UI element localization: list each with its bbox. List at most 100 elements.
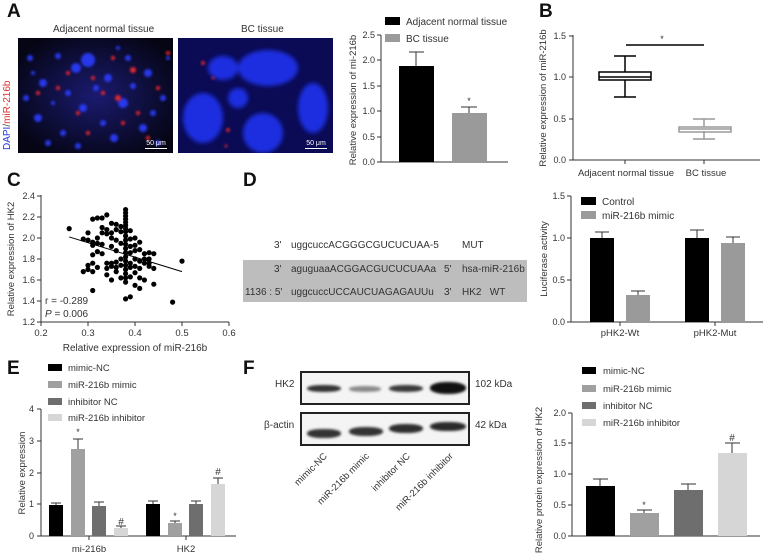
svg-text:0.2: 0.2: [34, 328, 47, 339]
chart-f-ylabel: Relative protein expression of HK2: [534, 407, 545, 553]
scatter-point: [123, 254, 129, 260]
svg-text:0.0: 0.0: [552, 317, 565, 327]
scatter-point: [123, 258, 129, 264]
scatter-point: [123, 271, 129, 277]
blot-hk2: [300, 371, 470, 405]
seq-mut: uggcuccACGGGCGUCUCUAA-5: [291, 240, 439, 251]
scatter-point: [108, 230, 115, 236]
scatter-point: [94, 235, 100, 241]
scatter-point: [146, 250, 152, 256]
legend-mimic: miR-216b mimic: [602, 211, 674, 222]
scatter-point: [141, 277, 147, 283]
scatter-point: [94, 215, 100, 221]
scatter-point: [113, 259, 119, 265]
scatter-point: [118, 275, 124, 281]
scatter-point: [137, 239, 143, 245]
svg-text:0.5: 0.5: [552, 275, 565, 285]
scatter-point: [94, 249, 100, 255]
scatter-point: [66, 226, 72, 232]
seq-wt-end: 3': [444, 287, 452, 298]
scatter-point: [123, 241, 129, 247]
panel-label-f: F: [243, 358, 255, 379]
svg-text:0.5: 0.5: [553, 500, 566, 510]
chart-e-legend: mimic-NC miR-216b mimic inhibitor NC miR…: [48, 363, 145, 424]
stat-p: P = 0.006: [45, 309, 89, 320]
scatter-point: [151, 251, 157, 257]
scale-bar-label: 50 μm: [306, 139, 326, 147]
svg-text:1.2: 1.2: [22, 317, 35, 327]
svg-text:1.6: 1.6: [22, 275, 35, 285]
chart-e-bar: mimic-NC miR-216b mimic inhibitor NC miR…: [17, 363, 236, 555]
svg-text:4: 4: [29, 404, 34, 414]
blot-label-actin: β-actin: [264, 420, 295, 431]
svg-text:miR-216b mimic: miR-216b mimic: [603, 384, 672, 395]
sequence-highlight: [243, 260, 527, 302]
scatter-point: [94, 264, 100, 270]
scatter-point: [104, 231, 110, 237]
panel-label-e: E: [7, 358, 20, 379]
svg-text:0.0: 0.0: [553, 531, 566, 541]
image-title-normal: Adjacent normal tissue: [53, 24, 155, 35]
svg-text:#: #: [118, 517, 124, 528]
scatter-point: [127, 274, 133, 280]
svg-text:0.4: 0.4: [128, 328, 141, 339]
scatter-point: [132, 242, 138, 248]
scatter-point: [123, 237, 129, 243]
svg-text:0.5: 0.5: [362, 132, 375, 142]
seq-wt: uggcuccUCCAUCUAGAGAUUu: [291, 287, 434, 298]
svg-text:miR-216b mimic: miR-216b mimic: [68, 380, 137, 391]
scatter-point: [132, 282, 138, 288]
scatter-point: [151, 265, 157, 271]
legend-normal: Adjacent normal tissue: [406, 17, 508, 28]
chart-d-xtick-wt: pHK2-Wt: [601, 328, 640, 339]
scatter-point: [85, 230, 91, 236]
blot-size-hk2: 102 kDa: [475, 379, 513, 390]
svg-text:*: *: [76, 427, 80, 437]
svg-text:2.2: 2.2: [22, 212, 35, 222]
scatter-point: [137, 275, 143, 281]
scatter-point: [123, 266, 129, 273]
image-title-bc: BC tissue: [241, 24, 284, 35]
seq-mir-pos: 3': [274, 264, 282, 275]
scatter-point: [118, 262, 124, 268]
chart-b-box: 0.0 0.5 1.0 1.5 Relative expression of m…: [538, 29, 760, 179]
scatter-point: [151, 281, 157, 287]
chart-d-luciferase: Control miR-216b mimic 0.0 0.5 1.0 1.5 L…: [539, 191, 763, 339]
svg-text:3: 3: [29, 436, 34, 446]
scatter-point: [146, 263, 152, 269]
svg-text:0: 0: [29, 531, 34, 541]
svg-text:1: 1: [29, 499, 34, 509]
seq-wt-pos: 1136 : 5': [245, 287, 283, 298]
scatter-point: [104, 272, 110, 278]
scatter-point: [123, 245, 129, 252]
chart-f-bar: mimic-NC miR-216b mimic inhibitor NC miR…: [534, 366, 760, 553]
scatter-point: [90, 252, 96, 258]
svg-text:0.5: 0.5: [175, 328, 188, 339]
svg-text:*: *: [173, 511, 177, 521]
scatter-point: [108, 220, 115, 226]
scatter-point: [137, 265, 143, 271]
scatter-point: [137, 258, 143, 264]
scatter-point: [123, 279, 129, 285]
seq-wt-label: HK2 WT: [462, 287, 506, 298]
scale-bar-normal: 50 μm: [145, 140, 167, 149]
scatter-point: [108, 235, 115, 241]
chart-d-ylabel: Luciferase activity: [539, 221, 550, 297]
chart-b-xtick-normal: Adjacent normal tissue: [578, 168, 674, 179]
scatter-point: [127, 243, 133, 249]
chart-c-scatter: 1.2 1.4 1.6 1.8 2.0 2.2 2.4 0.2 0.3 0.4 …: [6, 191, 236, 354]
svg-text:1.5: 1.5: [553, 438, 566, 448]
scatter-point: [132, 263, 138, 269]
panel-label-a: A: [7, 1, 21, 22]
svg-text:*: *: [660, 34, 664, 44]
scatter-point: [146, 256, 152, 262]
scatter-point: [104, 265, 110, 271]
scatter-point: [170, 299, 176, 305]
svg-text:0.0: 0.0: [362, 157, 375, 167]
scatter-point: [127, 260, 133, 266]
scatter-point: [108, 277, 115, 283]
chart-c-ylabel: Relative expression of HK2: [6, 202, 17, 317]
svg-text:1.0: 1.0: [362, 106, 375, 116]
svg-text:0.3: 0.3: [81, 328, 94, 339]
stain-label-sep: /: [2, 123, 13, 127]
